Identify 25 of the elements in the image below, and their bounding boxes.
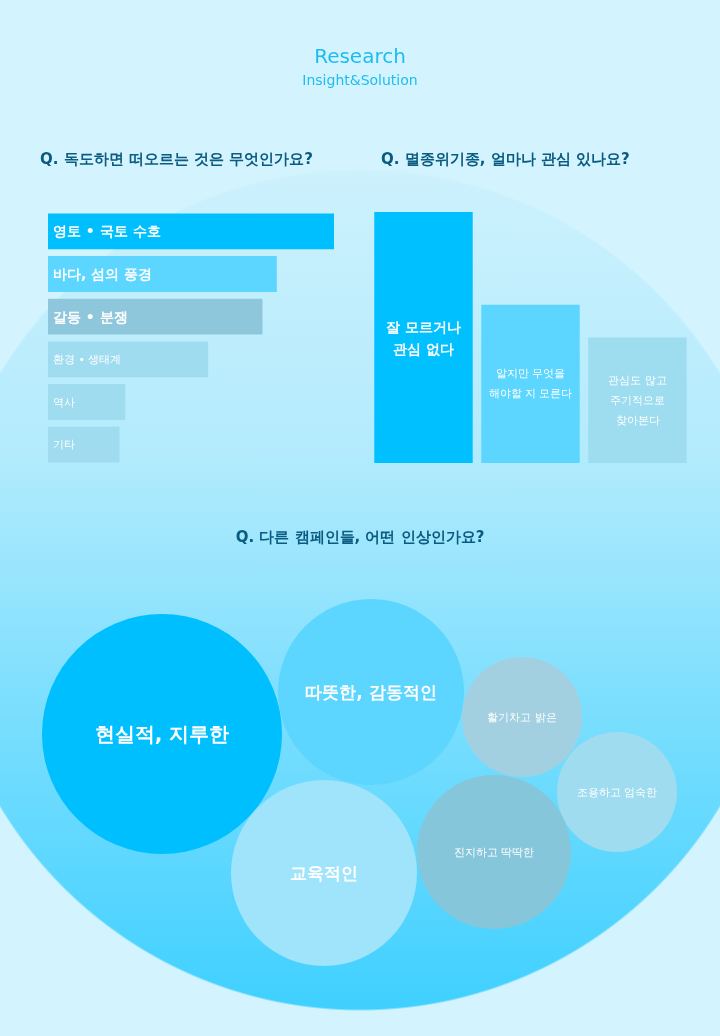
- chart-title: Q. 독도하면 떠오르는 것은 무엇인가요?: [40, 149, 314, 168]
- bar: [48, 298, 263, 335]
- bar: [48, 384, 126, 420]
- y-tick-label: 기타: [53, 438, 75, 452]
- y-tick-label: 역사: [53, 395, 75, 409]
- bar: [48, 256, 277, 292]
- category-label: 조용하고 엄숙한: [576, 785, 658, 799]
- text: Research: [314, 44, 406, 68]
- category-label: 교육적인: [290, 863, 358, 883]
- text: Insight&Solution: [302, 72, 418, 88]
- category-label: 진지하고 딱딱한: [453, 845, 535, 859]
- bar: [48, 213, 334, 250]
- y-tick-label: 갈등 • 분쟁: [53, 308, 128, 325]
- text: Q. 다른 캠페인들, 어떤 인상인가요?: [235, 527, 485, 546]
- y-tick-label: 환경 • 생태계: [53, 352, 122, 366]
- x-tick-label: 잘 모르거나 관심 없다: [386, 318, 461, 357]
- chart-title: Q. 멸종위기종, 얼마나 관심 있나요?: [381, 149, 630, 168]
- category-label: 따뜻한, 감동적인: [305, 682, 437, 702]
- bar: [48, 341, 209, 378]
- x-tick-label: 관심도 많고 주기적으로 찾아본다: [608, 373, 667, 427]
- category-label: 활기차고 밝은: [487, 710, 557, 724]
- y-tick-label: 바다, 섬의 풍경: [53, 266, 153, 282]
- category-label: 현실적, 지루한: [94, 722, 230, 746]
- x-tick-label: 알지만 무엇을 해야할 지 모른다: [488, 367, 573, 401]
- y-tick-label: 영토 • 국토 수호: [53, 223, 161, 240]
